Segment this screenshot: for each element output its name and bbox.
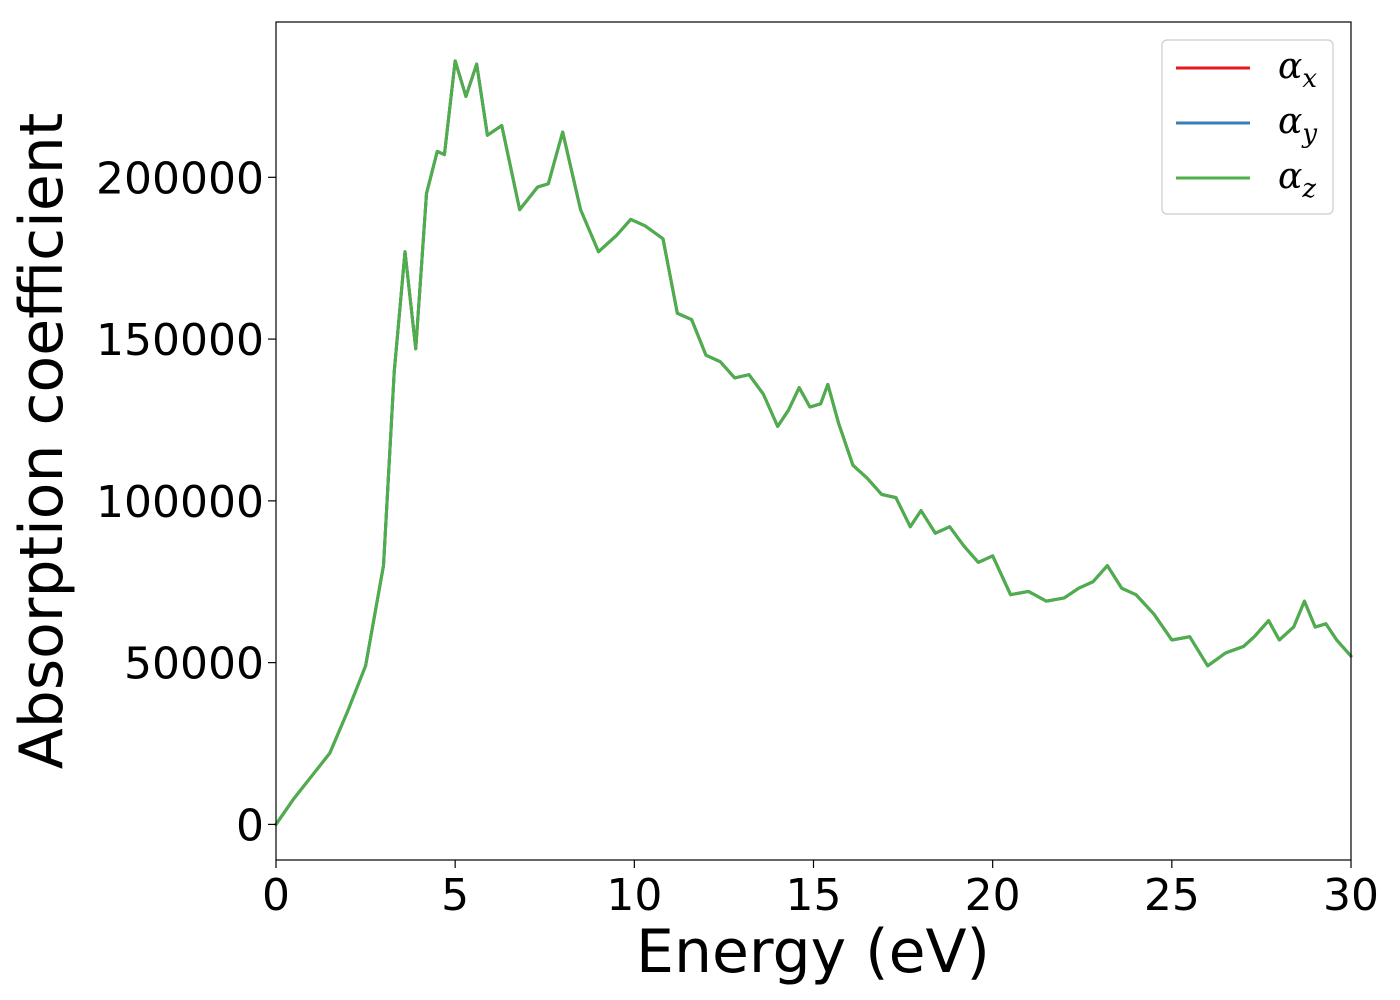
y-tick-label: 100000 xyxy=(96,477,264,528)
legend-symbol: α xyxy=(1278,101,1302,142)
x-axis-ticks: 0 5 10 15 20 25 30 xyxy=(262,860,1379,921)
series-line-z xyxy=(274,59,1353,826)
x-tick-label: 30 xyxy=(1323,870,1379,921)
series-layer xyxy=(274,59,1353,826)
legend-box xyxy=(1161,39,1334,215)
y-tick-label: 200000 xyxy=(96,153,264,204)
x-tick-label: 5 xyxy=(441,870,469,921)
y-axis-ticks: 0 50000 100000 150000 200000 xyxy=(96,153,276,851)
x-tick-label: 15 xyxy=(786,870,842,921)
legend-subscript: x xyxy=(1302,64,1317,94)
legend-label-x: αx xyxy=(1278,46,1317,94)
legend-subscript: y xyxy=(1301,119,1317,149)
legend-label-y: αy xyxy=(1278,101,1317,149)
legend-label-z: αz xyxy=(1278,156,1316,204)
x-tick-label: 20 xyxy=(965,870,1021,921)
x-tick-label: 25 xyxy=(1144,870,1200,921)
x-axis-title: Energy (eV) xyxy=(636,917,990,987)
y-tick-label: 0 xyxy=(236,800,264,851)
x-tick-label: 0 xyxy=(262,870,290,921)
y-tick-label: 150000 xyxy=(96,315,264,366)
legend-symbol: α xyxy=(1278,46,1302,87)
legend-symbol: α xyxy=(1278,156,1302,197)
y-axis-title: Absorption coefficient xyxy=(7,113,77,770)
x-tick-label: 10 xyxy=(606,870,662,921)
legend-subscript: z xyxy=(1301,174,1316,204)
y-tick-label: 50000 xyxy=(124,639,264,690)
